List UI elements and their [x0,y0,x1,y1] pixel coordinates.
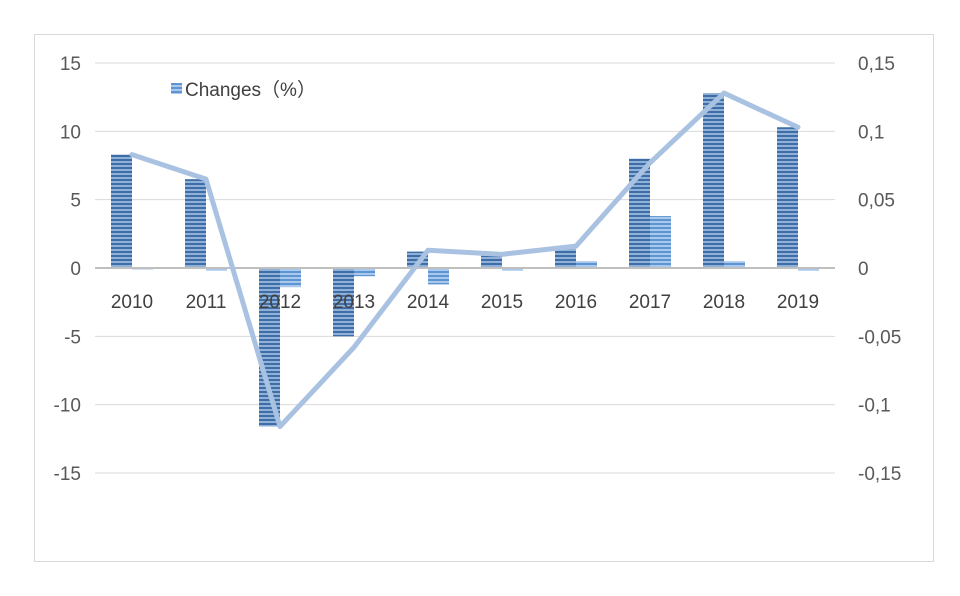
bar-2019-s2 [798,268,819,271]
x-tick-label: 2013 [333,292,375,313]
tick-labels: 15 10 5 0 -5 -10 -15 0,15 0,1 0,05 0 -0,05 -0,1 -0,15… [54,54,902,485]
legend: Changes（%） [171,79,316,101]
bar-2010-s1 [111,154,132,268]
y-right-tick-label: 0,05 [858,191,895,212]
x-tick-label: 2019 [777,292,819,313]
line-series-path [129,90,801,430]
bar-2013-s2 [354,268,375,277]
bars [111,93,819,427]
bar-2011-s2 [206,268,227,271]
y-left-tick-label: -10 [54,396,81,417]
x-tick-label: 2012 [259,292,301,313]
bar-2012-s1 [259,268,280,427]
bar-2015-s2 [502,268,523,271]
y-right-tick-label: 0,1 [858,122,884,143]
y-left-tick-label: 10 [60,122,81,143]
y-right-tick-label: -0,1 [858,396,891,417]
bar-2014-s2 [428,268,449,285]
bar-2017-s2 [650,216,671,268]
bar-2018-s1 [703,93,724,268]
y-left-tick-label: 15 [60,54,81,75]
chart: 15 10 5 0 -5 -10 -15 0,15 0,1 0,05 0 -0,05 -0,1 -0,15… [54,54,902,485]
bar-2016-s1 [555,248,576,268]
x-tick-label: 2014 [407,292,450,313]
bar-2016-s2 [576,261,597,268]
y-left-tick-label: -5 [64,327,81,348]
chart-frame: 15 10 5 0 -5 -10 -15 0,15 0,1 0,05 0 -0,05 -0,1 -0,15… [34,34,934,562]
line-series [129,90,801,430]
y-left-tick-label: -15 [54,464,81,485]
x-tick-label: 2015 [481,292,523,313]
bar-2012-s2 [280,268,301,288]
x-tick-label: 2018 [703,292,745,313]
bar-2013-s1 [333,268,354,337]
bar-2011-s1 [185,179,206,268]
y-left-tick-label: 0 [70,259,81,280]
y-right-tick-label: -0,05 [858,327,901,348]
x-tick-label: 2016 [555,292,597,313]
y-right-tick-label: 0 [858,259,869,280]
bar-2017-s1 [629,158,650,268]
legend-swatch [171,83,182,94]
x-tick-label: 2011 [186,292,227,313]
bar-2018-s2 [724,261,745,268]
y-right-tick-label: 0,15 [858,54,895,75]
x-tick-label: 2017 [629,292,671,313]
legend-label: Changes（%） [185,79,316,101]
y-right-tick-label: -0,15 [858,464,901,485]
bar-2019-s1 [777,127,798,268]
y-left-tick-label: 5 [70,191,81,212]
gridlines [95,62,835,474]
x-tick-label: 2010 [111,292,153,313]
bar-2015-s1 [481,255,502,268]
